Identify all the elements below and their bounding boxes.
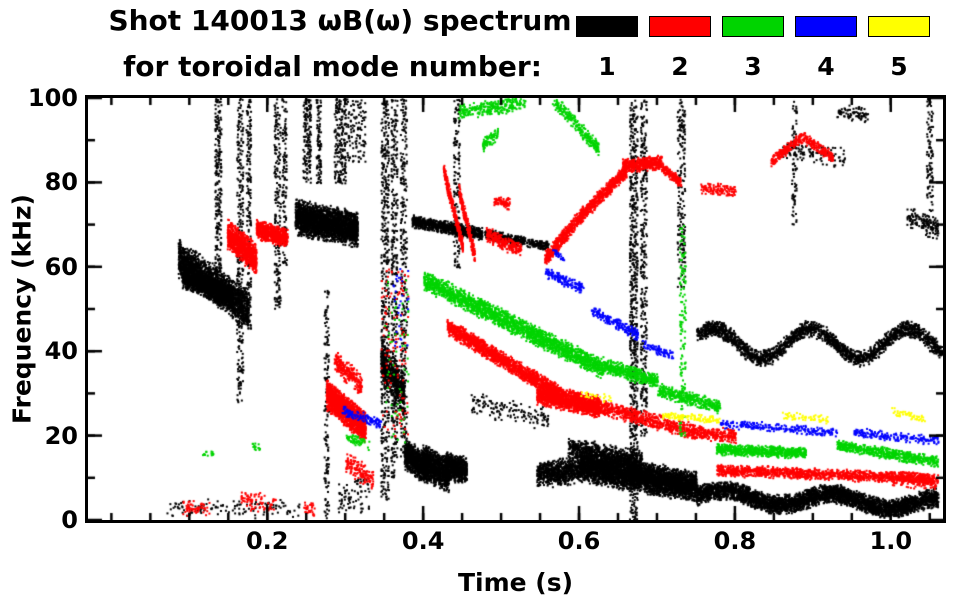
chart-subtitle: for toroidal mode number: [123, 50, 542, 83]
chart-title: Shot 140013 ωB(ω) spectrum [108, 4, 572, 37]
legend-number-2: 2 [671, 52, 689, 81]
y-tick-label-100: 100 [27, 84, 78, 112]
x-tick-label-0.6: 0.6 [557, 527, 601, 555]
legend [576, 16, 930, 37]
y-tick-label-80: 80 [44, 168, 78, 197]
legend-number-5: 5 [890, 52, 908, 81]
plot-canvas [88, 98, 943, 520]
legend-numbers: 1 2 3 4 5 [576, 52, 930, 81]
legend-number-1: 1 [598, 52, 616, 81]
x-tick-label-0.4: 0.4 [401, 527, 445, 555]
x-tick-label-0.2: 0.2 [245, 527, 289, 555]
legend-number-4: 4 [817, 52, 835, 81]
y-tick-label-0: 0 [61, 506, 78, 534]
legend-swatch-2 [649, 16, 711, 37]
legend-swatch-1 [576, 16, 638, 37]
y-tick-label-20: 20 [44, 421, 78, 450]
plot-area [85, 95, 946, 523]
x-tick-label-0.8: 0.8 [713, 527, 757, 555]
legend-number-3: 3 [744, 52, 762, 81]
legend-swatch-3 [722, 16, 784, 37]
x-tick-label-1.0: 1.0 [869, 527, 913, 555]
x-axis-label: Time (s) [457, 568, 574, 597]
legend-swatch-4 [795, 16, 857, 37]
y-axis-label: Frequency (kHz) [7, 194, 37, 424]
legend-swatch-5 [868, 16, 930, 37]
y-tick-label-60: 60 [44, 252, 78, 281]
y-tick-label-40: 40 [44, 337, 78, 366]
